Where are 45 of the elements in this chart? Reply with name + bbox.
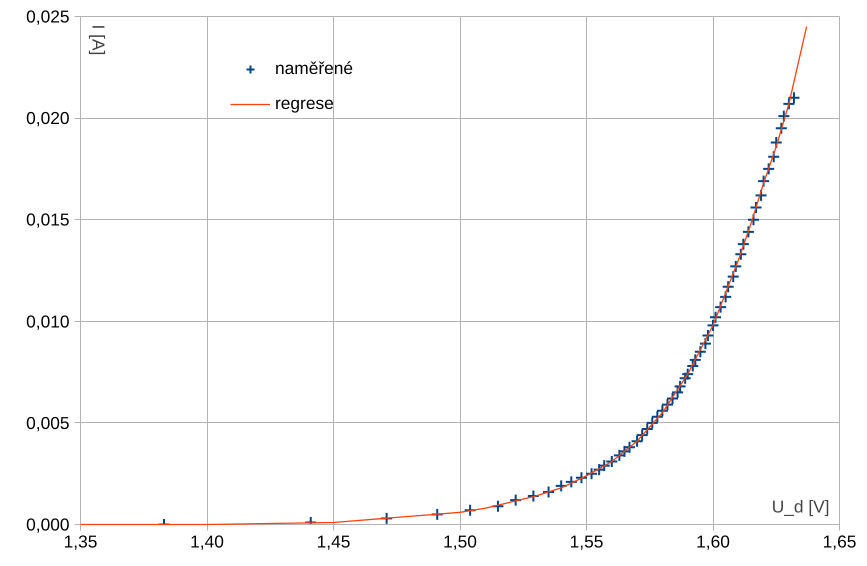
point xyxy=(742,225,755,238)
y-tick-label: 0,005 xyxy=(26,412,70,433)
point xyxy=(777,110,790,123)
point xyxy=(726,270,740,284)
x-tick-label: 1,60 xyxy=(696,532,730,552)
point xyxy=(574,471,588,484)
point xyxy=(767,150,780,164)
point xyxy=(542,485,556,498)
point xyxy=(770,136,783,149)
point xyxy=(380,512,394,524)
x-tick-label: 1,65 xyxy=(822,532,856,552)
point xyxy=(554,479,568,492)
point xyxy=(564,475,578,488)
point xyxy=(757,174,770,188)
point xyxy=(430,508,444,521)
y-tick-label: 0,010 xyxy=(26,311,70,332)
point xyxy=(774,122,788,135)
point xyxy=(491,500,504,513)
point xyxy=(762,162,776,176)
legend-label: regrese xyxy=(275,93,334,114)
x-tick-label: 1,40 xyxy=(190,532,224,552)
point xyxy=(509,494,522,507)
y-tick-label: 0,025 xyxy=(26,6,70,26)
x-tick-label: 1,55 xyxy=(570,532,604,552)
point xyxy=(734,248,748,261)
x-tick-label: 1,45 xyxy=(316,532,350,552)
point xyxy=(729,260,742,273)
point xyxy=(714,300,728,314)
x-axis-title: U_d [V] xyxy=(772,496,830,516)
x-tick-label: 1,35 xyxy=(64,532,98,552)
point xyxy=(750,201,763,214)
y-axis-title: I [A] xyxy=(88,24,108,56)
legend-label: naměřené xyxy=(275,58,354,79)
y-tick-label: 0,020 xyxy=(26,108,70,128)
x-tick-label: 1,50 xyxy=(443,532,477,552)
point xyxy=(722,280,735,294)
point xyxy=(746,213,760,226)
point xyxy=(736,238,750,251)
point xyxy=(719,290,732,304)
y-tick-label: 0,000 xyxy=(26,514,70,534)
point xyxy=(526,490,540,503)
y-tick-label: 0,015 xyxy=(26,210,70,230)
line-series xyxy=(80,26,808,526)
point xyxy=(754,188,768,202)
point xyxy=(464,504,477,517)
